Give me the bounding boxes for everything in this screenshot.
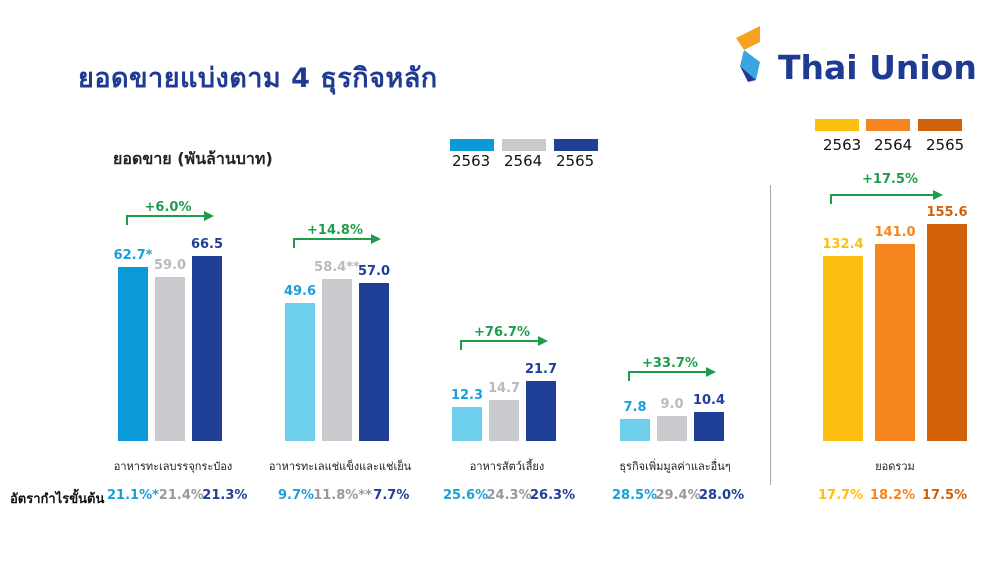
gross-margin-label: อัตรากำไรขั้นต้น [10, 492, 105, 507]
chart-title: ยอดขาย (พันล้านบาท) [113, 149, 273, 168]
gross-margin-value: 21.4% [158, 488, 204, 503]
data-label: 141.0 [874, 225, 916, 241]
legend-swatch [815, 119, 859, 131]
data-label: 132.4 [822, 237, 864, 253]
gross-margin-value: 29.4% [655, 488, 701, 503]
legend-swatch [554, 139, 598, 151]
data-label: 155.6 [926, 204, 968, 220]
bar [118, 266, 148, 441]
legend-label: 2564 [504, 152, 543, 170]
bar [489, 400, 519, 441]
growth-arrow [830, 190, 943, 204]
bar [620, 419, 650, 441]
logo-text: Thai Union [778, 48, 977, 87]
legend-swatch [502, 139, 546, 151]
gross-margin-value: 21.3% [202, 488, 248, 503]
legend-label: 2565 [926, 136, 965, 154]
bar [452, 406, 482, 441]
data-label: 12.3 [450, 387, 484, 403]
gross-margin-value: 17.5% [922, 488, 968, 503]
gross-margin-value: 25.6% [443, 488, 489, 503]
category-label: ยอดรวม [875, 460, 915, 473]
data-label: 62.7* [113, 247, 153, 263]
growth-label: +76.7% [474, 324, 530, 340]
thai-union-logo-icon [730, 24, 772, 86]
category-label: อาหารทะเลบรรจุกระป๋อง [113, 460, 233, 473]
growth-label: +14.8% [307, 222, 363, 238]
data-label: 9.0 [660, 396, 684, 412]
growth-arrow [293, 233, 381, 248]
gross-margin-value: 21.1%* [107, 488, 159, 503]
growth-label: +6.0% [144, 200, 192, 216]
growth-label: +17.5% [862, 172, 918, 187]
data-label: 14.7 [487, 381, 521, 397]
bar [285, 303, 315, 441]
category-label: อาหารทะเลแช่แข็งและแช่เย็น [268, 460, 412, 473]
legend-label: 2565 [556, 152, 595, 170]
bar [322, 278, 352, 441]
data-label: 57.0 [357, 263, 391, 279]
growth-arrow [628, 367, 716, 382]
data-label: 66.5 [190, 237, 224, 253]
gross-margin-value: 7.7% [373, 488, 410, 503]
gross-margin-value: 24.3% [486, 488, 532, 503]
divider [770, 185, 771, 485]
bar [155, 276, 185, 441]
data-label: 21.7 [524, 361, 558, 377]
gross-margin-value: 26.3% [530, 488, 576, 503]
data-label: 58.4** [314, 259, 360, 275]
bar [927, 223, 967, 441]
bar [823, 256, 863, 441]
growth-arrow [460, 335, 548, 350]
gross-margin-value: 18.2% [870, 488, 916, 503]
gross-margin-value: 28.0% [699, 488, 745, 503]
bar [192, 256, 222, 441]
category-label: อาหารสัตว์เลี้ยง [469, 460, 545, 473]
gross-margin-value: 9.7% [278, 488, 315, 503]
data-label: 49.6 [283, 284, 317, 300]
bar [875, 244, 915, 441]
bar [526, 380, 556, 441]
legend-swatch [450, 139, 494, 151]
legend-swatch [866, 119, 910, 131]
data-label: 59.0 [153, 257, 187, 273]
legend-label: 2563 [452, 152, 491, 170]
data-label: 10.4 [692, 393, 726, 409]
growth-arrow [126, 211, 214, 226]
bar [657, 415, 687, 441]
bar [359, 282, 389, 441]
data-label: 7.8 [623, 400, 647, 416]
category-label: ธุรกิจเพิ่มมูลค่าและอื่นๆ [619, 460, 731, 473]
bar [694, 412, 724, 441]
growth-label: +33.7% [642, 356, 698, 372]
gross-margin-value: 11.8%** [313, 488, 372, 503]
gross-margin-value: 17.7% [818, 488, 864, 503]
page-title: ยอดขายแบ่งตาม 4 ธุรกิจหลัก [78, 63, 438, 94]
gross-margin-value: 28.5% [612, 488, 658, 503]
legend-label: 2563 [823, 136, 862, 154]
legend-swatch [918, 119, 962, 131]
legend-label: 2564 [874, 136, 913, 154]
